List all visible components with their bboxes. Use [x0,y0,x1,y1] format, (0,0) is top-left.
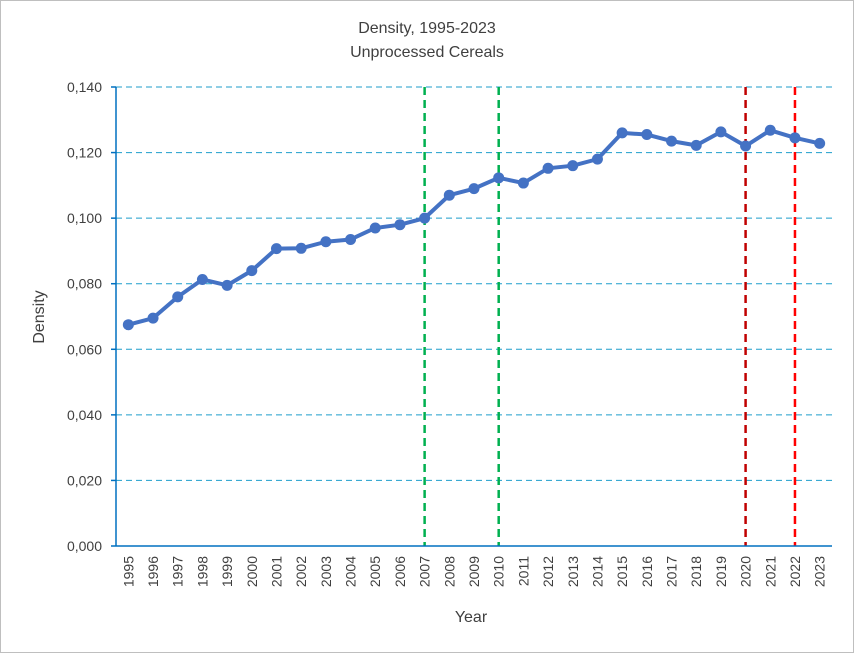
data-point-2012 [542,162,554,174]
data-point-2023 [814,137,826,149]
x-tick-label: 2020 [738,556,754,587]
x-tick-label: 2006 [392,556,408,587]
x-tick-label: 2016 [639,556,655,587]
data-point-2014 [591,153,603,165]
data-point-2021 [764,124,776,136]
x-tick-label: 2014 [589,556,605,587]
data-point-2003 [320,236,332,248]
x-tick-label: 2023 [812,556,828,587]
data-point-2010 [493,172,505,184]
data-point-2001 [270,243,282,255]
data-point-2008 [443,189,455,201]
data-point-1997 [172,291,184,303]
data-point-2016 [641,129,653,141]
data-point-2022 [789,132,801,144]
x-tick-label: 2017 [664,556,680,587]
x-tick-label: 2008 [441,556,457,587]
x-tick-label: 1997 [170,556,186,587]
x-tick-label: 1995 [120,556,136,587]
x-tick-label: 1999 [219,556,235,587]
series [122,124,826,331]
x-tick-label: 2009 [466,556,482,587]
x-tick-label: 2022 [787,556,803,587]
y-tick-labels: 0,000 0,020 0,040 0,060 0,080 0,100 0,120 0,140 [67,79,102,554]
data-point-1998 [196,273,208,285]
x-tick-label: 2007 [417,556,433,587]
y-axis-label: Density [31,290,48,343]
x-tick-label: 2004 [343,556,359,587]
y-tick-label: 0,140 [67,79,102,95]
data-point-2006 [394,219,406,231]
reference-lines [423,87,797,546]
x-axis-label: Year [455,609,488,626]
data-point-2002 [295,242,307,254]
x-tick-labels: 1995 1996 1997 1998 1999 2000 2001 2002 2003 2004… [120,556,827,587]
y-tick-label: 0,060 [67,341,102,357]
x-tick-label: 2013 [565,556,581,587]
x-tick-label: 1998 [194,556,210,587]
data-point-2009 [468,183,480,195]
y-tick-label: 0,100 [67,210,102,226]
x-tick-label: 2005 [367,556,383,587]
y-tick-label: 0,000 [67,538,102,554]
y-tick-label: 0,120 [67,145,102,161]
x-tick-label: 2021 [762,556,778,587]
data-point-2019 [715,126,727,138]
data-point-1996 [147,312,159,324]
series-line [127,128,821,327]
data-point-2004 [345,233,357,245]
x-tick-label: 2012 [540,556,556,587]
x-tick-label: 2015 [614,556,630,587]
y-tick-label: 0,080 [67,276,102,292]
data-point-1999 [221,279,233,291]
axes [111,86,832,547]
data-point-2018 [690,139,702,151]
x-tick-label: 2003 [318,556,334,587]
y-tick-label: 0,040 [67,407,102,423]
chart-subtitle: Unprocessed Cereals [350,44,504,61]
x-tick-label: 2010 [491,556,507,587]
x-tick-label: 2000 [244,556,260,587]
x-tick-label: 2019 [713,556,729,587]
data-point-2005 [369,222,381,234]
data-point-2017 [666,135,678,147]
data-point-2000 [246,265,258,277]
x-tick-label: 2002 [293,556,309,587]
chart-title: Density, 1995-2023 [358,20,496,37]
x-tick-label: 2001 [268,556,284,587]
data-point-2015 [616,127,628,139]
data-point-2013 [567,160,579,172]
data-point-2020 [740,140,752,152]
data-point-1995 [122,319,134,331]
x-tick-label: 1996 [145,556,161,587]
y-tick-label: 0,020 [67,472,102,488]
data-point-2007 [419,212,431,224]
x-tick-label: 2018 [688,556,704,587]
x-tick-label: 2011 [515,556,531,586]
data-point-2011 [517,177,529,189]
